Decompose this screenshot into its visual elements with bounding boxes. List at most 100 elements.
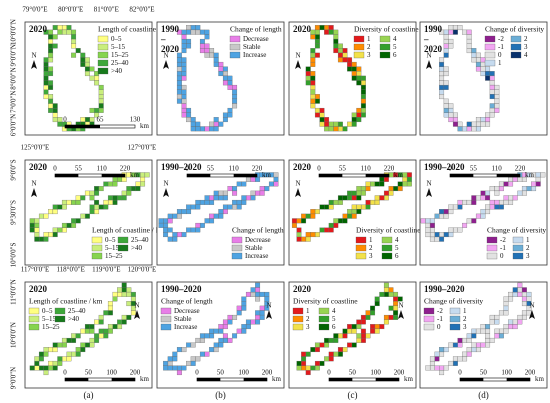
coast-cell bbox=[452, 29, 458, 35]
coast-cell bbox=[176, 365, 182, 371]
north-arrow bbox=[426, 188, 432, 197]
coast-cell bbox=[255, 176, 261, 182]
coast-cell bbox=[222, 117, 228, 123]
coast-cell bbox=[480, 209, 486, 215]
coast-cell bbox=[393, 305, 399, 311]
coast-cell bbox=[66, 199, 72, 205]
coast-cell bbox=[34, 232, 40, 238]
coast-cell bbox=[245, 291, 251, 297]
legend-swatch bbox=[510, 51, 522, 59]
coast-cell bbox=[80, 328, 86, 334]
coast-cell bbox=[38, 213, 44, 219]
coast-cell bbox=[176, 61, 182, 67]
legend-swatch bbox=[486, 244, 498, 252]
coast-cell bbox=[186, 29, 192, 35]
coast-cell bbox=[443, 34, 449, 40]
coast-cell bbox=[241, 181, 247, 187]
coast-cell bbox=[48, 80, 54, 86]
coast-cell bbox=[98, 314, 104, 320]
north-label: N bbox=[295, 180, 300, 188]
coast-cell bbox=[457, 204, 463, 210]
coast-cell bbox=[443, 29, 449, 35]
coast-cell bbox=[310, 103, 316, 109]
coast-cell bbox=[199, 43, 205, 49]
north-arrow bbox=[163, 60, 169, 69]
legend-title: Diversity of coastline bbox=[354, 25, 419, 34]
coast-cell bbox=[43, 365, 49, 371]
coast-cell bbox=[98, 333, 104, 339]
coast-cell bbox=[29, 227, 35, 233]
coast-cell bbox=[140, 176, 146, 182]
coast-cell bbox=[462, 222, 468, 228]
coast-cell bbox=[52, 103, 58, 109]
coast-cell bbox=[232, 89, 238, 95]
coast-cell bbox=[489, 337, 495, 343]
coast-cell bbox=[337, 43, 343, 49]
coast-cell bbox=[241, 199, 247, 205]
coast-cell bbox=[259, 310, 265, 316]
period-label: 2020 bbox=[29, 284, 48, 294]
coast-cell bbox=[181, 29, 187, 35]
coast-cell bbox=[356, 186, 362, 192]
coast-cell bbox=[204, 29, 210, 35]
coast-cell bbox=[218, 61, 224, 67]
coast-cell bbox=[218, 342, 224, 348]
coast-cell bbox=[66, 222, 72, 228]
coast-cell bbox=[61, 337, 67, 343]
coast-cell bbox=[232, 333, 238, 339]
coast-cell bbox=[319, 342, 325, 348]
coast-cell bbox=[337, 126, 343, 132]
coast-cell bbox=[103, 204, 109, 210]
coast-cell bbox=[52, 209, 58, 215]
coast-cell bbox=[176, 84, 182, 90]
coast-cell bbox=[324, 356, 330, 362]
coast-cell bbox=[324, 121, 330, 127]
coast-cell bbox=[342, 347, 348, 353]
coast-cell bbox=[71, 337, 77, 343]
legend-swatch bbox=[379, 35, 391, 43]
coast-cell bbox=[57, 360, 63, 366]
coast-cell bbox=[52, 43, 58, 49]
coast-cell bbox=[439, 213, 445, 219]
coast-cell bbox=[485, 71, 491, 77]
coast-cell bbox=[48, 48, 54, 54]
scale-label: 65 bbox=[97, 116, 105, 124]
coast-cell bbox=[144, 172, 150, 178]
coast-cell bbox=[328, 199, 334, 205]
coast-cell bbox=[57, 25, 63, 31]
coast-cell bbox=[471, 52, 477, 58]
coast-cell bbox=[475, 61, 481, 67]
coast-cell bbox=[397, 296, 403, 302]
coast-cell bbox=[204, 126, 210, 132]
coast-cell bbox=[195, 222, 201, 228]
coast-cell bbox=[241, 296, 247, 302]
coast-cell bbox=[305, 80, 311, 86]
coast-cell bbox=[448, 232, 454, 238]
coast-cell bbox=[356, 112, 362, 118]
coast-cell bbox=[130, 310, 136, 316]
coast-cell bbox=[232, 84, 238, 90]
coast-cell bbox=[337, 199, 343, 205]
coast-cell bbox=[439, 66, 445, 72]
coast-cell bbox=[71, 351, 77, 357]
legend-label: 2 bbox=[369, 244, 373, 252]
scale-label: 55 bbox=[207, 165, 215, 173]
coast-cell bbox=[186, 209, 192, 215]
legend-title: Change of diversity bbox=[487, 226, 546, 235]
coast-cell bbox=[296, 360, 302, 366]
period-label: – bbox=[423, 34, 429, 44]
coast-cell bbox=[439, 370, 445, 376]
legend-label: 5–15 bbox=[105, 244, 120, 252]
coast-cell bbox=[480, 195, 486, 201]
coast-cell bbox=[222, 324, 228, 330]
coast-cell bbox=[301, 213, 307, 219]
coast-cell bbox=[264, 186, 270, 192]
coast-cell bbox=[365, 333, 371, 339]
coast-cell bbox=[475, 347, 481, 353]
coast-cell bbox=[480, 71, 486, 77]
coast-cell bbox=[38, 351, 44, 357]
coast-cell bbox=[448, 38, 454, 44]
legend-swatch bbox=[292, 307, 304, 315]
coast-cell bbox=[512, 287, 518, 293]
